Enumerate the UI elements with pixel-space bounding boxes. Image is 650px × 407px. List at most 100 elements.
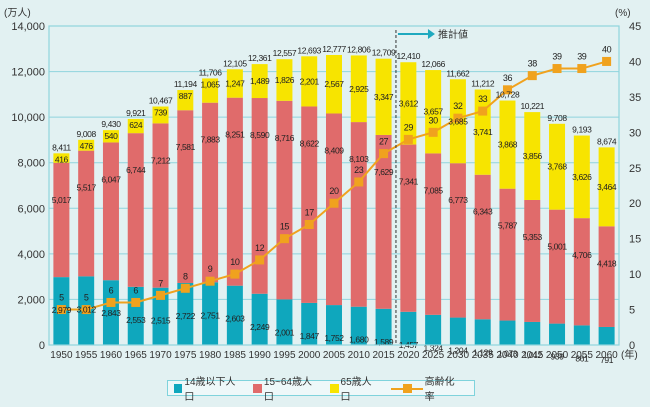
y-right-tick-label: 5 bbox=[629, 305, 635, 317]
label-65plus: 2,925 bbox=[349, 84, 369, 94]
x-tick-label: 1995 bbox=[273, 350, 296, 361]
label-65plus: 540 bbox=[104, 131, 118, 141]
label-total: 12,693 bbox=[297, 45, 321, 55]
aging-rate-marker bbox=[428, 127, 438, 137]
label-15to64: 5,787 bbox=[498, 221, 518, 231]
aging-rate-label: 39 bbox=[552, 52, 562, 62]
label-65plus: 739 bbox=[154, 108, 168, 118]
projection-arrow-head bbox=[427, 29, 435, 39]
label-65plus: 1,826 bbox=[275, 75, 295, 85]
bar-segment bbox=[375, 308, 392, 345]
label-65plus: 3,464 bbox=[597, 182, 617, 192]
aging-rate-marker bbox=[502, 85, 512, 95]
bar-segment bbox=[78, 150, 95, 277]
label-under14: 1,752 bbox=[324, 333, 344, 343]
label-15to64: 7,341 bbox=[399, 177, 419, 187]
bar-segment bbox=[573, 325, 590, 345]
bar-segment bbox=[499, 320, 516, 345]
label-under14: 2,979 bbox=[52, 305, 72, 315]
bar-segment bbox=[425, 314, 442, 345]
aging-rate-line bbox=[56, 56, 612, 315]
label-total: 10,728 bbox=[496, 90, 520, 100]
y-right-tick-label: 20 bbox=[629, 198, 641, 210]
x-tick-label: 2025 bbox=[422, 350, 445, 361]
label-total: 12,777 bbox=[322, 44, 346, 54]
label-65plus: 3,626 bbox=[572, 172, 592, 182]
x-tick-label: 2000 bbox=[298, 350, 321, 361]
label-total: 11,194 bbox=[174, 79, 198, 89]
bar-segment bbox=[499, 100, 516, 189]
label-total: 8,674 bbox=[597, 136, 617, 146]
aging-rate-label: 32 bbox=[453, 101, 463, 111]
aging-rate-label: 17 bbox=[305, 207, 315, 217]
bar-segment bbox=[152, 287, 169, 345]
aging-rate-marker bbox=[478, 106, 488, 116]
label-15to64: 7,212 bbox=[151, 155, 171, 165]
bar-segment bbox=[276, 100, 293, 300]
bar-segment bbox=[549, 123, 566, 210]
bar-segment bbox=[102, 280, 119, 345]
x-tick-label: 1975 bbox=[174, 350, 197, 361]
aging-rate-marker bbox=[81, 305, 91, 315]
bar-segment bbox=[53, 153, 70, 163]
label-15to64: 8,716 bbox=[275, 133, 295, 143]
label-65plus: 624 bbox=[129, 120, 143, 130]
label-65plus: 2,567 bbox=[324, 79, 344, 89]
bar-segment bbox=[177, 90, 194, 111]
label-under14: 2,751 bbox=[200, 310, 220, 320]
aging-rate-label: 5 bbox=[84, 293, 89, 303]
x-axis-unit: (年) bbox=[621, 348, 638, 361]
bar-segment bbox=[251, 293, 268, 345]
bar-segment bbox=[301, 106, 318, 303]
x-tick-label: 2045 bbox=[521, 350, 544, 361]
label-15to64: 6,773 bbox=[448, 195, 468, 205]
legend-swatch-15to64 bbox=[253, 383, 262, 393]
bar-segment bbox=[350, 122, 367, 307]
label-65plus: 416 bbox=[55, 154, 69, 164]
y-axis-unit: (万人) bbox=[4, 7, 31, 19]
label-15to64: 7,629 bbox=[374, 167, 394, 177]
label-under14: 861 bbox=[575, 353, 589, 363]
aging-rate-label: 6 bbox=[109, 285, 114, 295]
aging-rate-marker bbox=[56, 305, 66, 315]
y-tick-label: 10,000 bbox=[11, 112, 45, 124]
aging-rate-marker bbox=[379, 149, 389, 159]
aging-rate-label: 27 bbox=[379, 137, 389, 147]
legend-swatch-under14 bbox=[174, 383, 183, 393]
plot-frame bbox=[48, 25, 620, 346]
bar-segment bbox=[573, 218, 590, 326]
label-under14: 2,553 bbox=[126, 315, 146, 325]
bar-segment bbox=[53, 162, 70, 278]
y-right-tick-label: 45 bbox=[629, 21, 641, 33]
bar-segment bbox=[102, 142, 119, 281]
bar-segment bbox=[102, 130, 119, 143]
aging-rate-marker bbox=[279, 234, 289, 244]
aging-rate-label: 36 bbox=[503, 73, 513, 83]
y-right-tick-label: 30 bbox=[629, 127, 641, 139]
y-right-axis-unit: (%) bbox=[615, 8, 631, 19]
y-right-tick-label: 15 bbox=[629, 234, 641, 246]
label-65plus: 1,489 bbox=[250, 76, 270, 86]
label-under14: 2,249 bbox=[250, 322, 270, 332]
aging-rate-marker bbox=[106, 297, 116, 307]
bar-segment bbox=[202, 102, 219, 283]
label-15to64: 8,590 bbox=[250, 130, 270, 140]
label-under14: 2,001 bbox=[275, 327, 295, 337]
aging-rate-marker bbox=[255, 255, 265, 265]
aging-rate-label: 40 bbox=[602, 44, 612, 54]
aging-rate-label: 12 bbox=[255, 243, 265, 253]
axes: 0 2,000 4,000 6,000 8,000 10,000 12,000 14,000 0… bbox=[4, 7, 641, 361]
aging-rate-label: 33 bbox=[478, 94, 488, 104]
bar-segment bbox=[524, 199, 541, 322]
bar-segment bbox=[499, 188, 516, 321]
bar-segment bbox=[425, 153, 442, 315]
label-total: 9,708 bbox=[547, 113, 567, 123]
bar-segment bbox=[301, 56, 318, 107]
label-under14: 1,012 bbox=[523, 350, 543, 360]
label-total: 12,066 bbox=[421, 59, 445, 69]
x-tick-label: 1990 bbox=[249, 350, 272, 361]
aging-rate-label: 30 bbox=[429, 115, 439, 125]
bar-segment bbox=[449, 317, 466, 345]
label-under14: 1,204 bbox=[448, 346, 468, 356]
y-tick-label: 12,000 bbox=[11, 67, 45, 79]
